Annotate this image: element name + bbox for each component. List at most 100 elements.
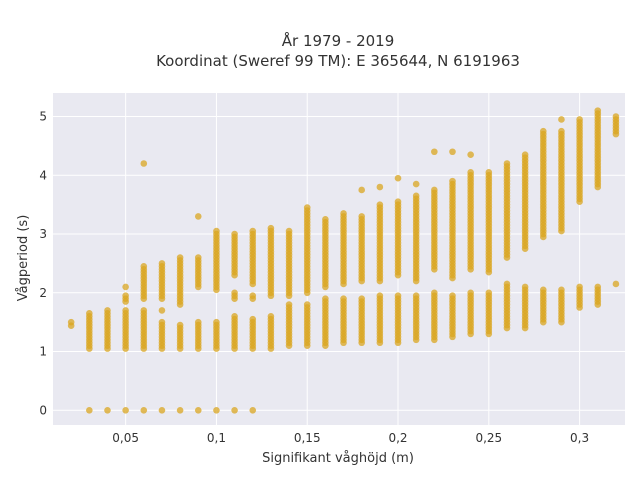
scatter-point bbox=[503, 160, 511, 167]
x-tick-label: 0,3 bbox=[570, 431, 589, 445]
scatter-point bbox=[231, 289, 238, 297]
scatter-point bbox=[412, 292, 420, 300]
scatter-point bbox=[449, 148, 456, 156]
scatter-point bbox=[558, 116, 565, 123]
scatter-point bbox=[340, 210, 347, 217]
scatter-point bbox=[340, 295, 347, 302]
y-tick-label: 0 bbox=[39, 403, 47, 417]
scatter-point bbox=[521, 151, 529, 158]
x-axis-title: Signifikant våghöjd (m) bbox=[262, 451, 414, 466]
data-points bbox=[67, 107, 620, 414]
scatter-point bbox=[285, 227, 293, 235]
scatter-point bbox=[485, 169, 493, 176]
scatter-point bbox=[86, 407, 93, 414]
scatter-point bbox=[249, 407, 257, 414]
y-tick-label: 3 bbox=[39, 227, 47, 241]
scatter-point bbox=[412, 192, 420, 200]
scatter-point bbox=[194, 254, 202, 261]
scatter-point bbox=[558, 286, 565, 294]
plot-area bbox=[53, 93, 625, 425]
scatter-point bbox=[176, 321, 184, 329]
scatter-point bbox=[376, 183, 384, 191]
scatter-point bbox=[358, 213, 366, 220]
scatter-point bbox=[158, 407, 166, 414]
scatter-point bbox=[303, 204, 311, 211]
scatter-point bbox=[122, 292, 129, 300]
scatter-point bbox=[576, 283, 583, 291]
chart-title-line-1: År 1979 - 2019 bbox=[282, 31, 395, 50]
scatter-point bbox=[86, 310, 93, 317]
scatter-point bbox=[176, 407, 184, 414]
scatter-point bbox=[140, 307, 148, 314]
scatter-point bbox=[394, 292, 402, 300]
x-tick-label: 0,15 bbox=[294, 431, 321, 445]
scatter-point bbox=[285, 301, 293, 308]
scatter-point bbox=[376, 292, 384, 300]
chart-title-line-2: Koordinat (Sweref 99 TM): E 365644, N 61… bbox=[156, 52, 520, 70]
y-tick-label: 5 bbox=[39, 110, 47, 124]
scatter-point bbox=[539, 127, 547, 135]
scatter-point bbox=[521, 283, 529, 291]
scatter-point bbox=[213, 318, 220, 326]
scatter-point bbox=[376, 201, 384, 208]
scatter-point bbox=[394, 198, 402, 206]
scatter-point bbox=[67, 318, 75, 326]
scatter-point bbox=[231, 312, 238, 320]
scatter-point bbox=[358, 295, 366, 302]
scatter-point bbox=[104, 407, 111, 414]
scatter-point bbox=[358, 186, 366, 194]
scatter-point bbox=[213, 407, 220, 414]
scatter-point bbox=[231, 230, 238, 238]
scatter-point bbox=[503, 280, 511, 288]
scatter-point bbox=[231, 407, 238, 414]
scatter-point bbox=[194, 407, 202, 414]
scatter-point bbox=[249, 292, 257, 300]
y-axis-title: Vågperiod (s) bbox=[16, 215, 31, 302]
scatter-point bbox=[612, 280, 620, 288]
scatter-point bbox=[594, 283, 602, 291]
scatter-point bbox=[612, 113, 620, 120]
scatter-point bbox=[267, 312, 275, 320]
scatter-point bbox=[412, 180, 420, 188]
scatter-point bbox=[467, 151, 474, 158]
scatter-point bbox=[467, 289, 474, 297]
scatter-point bbox=[467, 169, 474, 176]
scatter-point bbox=[394, 174, 402, 182]
scatter-point bbox=[322, 295, 329, 302]
scatter-point bbox=[194, 213, 202, 220]
scatter-point bbox=[140, 160, 148, 167]
x-tick-label: 0,05 bbox=[112, 431, 139, 445]
scatter-point bbox=[267, 224, 275, 232]
scatter-point bbox=[594, 107, 602, 114]
scatter-point bbox=[431, 186, 438, 194]
scatter-point bbox=[322, 216, 329, 223]
scatter-point bbox=[576, 116, 583, 123]
scatter-point bbox=[158, 260, 166, 267]
scatter-point bbox=[104, 307, 111, 314]
scatter-point bbox=[122, 407, 129, 414]
x-tick-label: 0,25 bbox=[475, 431, 502, 445]
scatter-point bbox=[539, 286, 547, 294]
scatter-point bbox=[140, 407, 148, 414]
scatter-point bbox=[485, 289, 493, 297]
scatter-point bbox=[449, 292, 456, 300]
scatter-point bbox=[158, 318, 166, 326]
scatter-point bbox=[431, 289, 438, 297]
x-tick-label: 0,1 bbox=[207, 431, 226, 445]
scatter-point bbox=[249, 315, 257, 323]
y-tick-label: 4 bbox=[39, 168, 47, 182]
y-axis-ticks: 0 1 2 3 4 5 bbox=[39, 110, 47, 418]
scatter-point bbox=[249, 227, 257, 235]
x-tick-label: 0,2 bbox=[388, 431, 407, 445]
y-tick-label: 2 bbox=[39, 286, 47, 300]
y-tick-label: 1 bbox=[39, 345, 47, 359]
x-axis-ticks: 0,05 0,1 0,15 0,2 0,25 0,3 bbox=[112, 431, 589, 445]
scatter-point bbox=[122, 283, 129, 291]
scatter-point bbox=[158, 307, 166, 314]
scatter-point bbox=[303, 301, 311, 308]
scatter-point bbox=[176, 254, 184, 261]
scatter-point bbox=[558, 127, 565, 135]
scatter-point bbox=[213, 227, 220, 235]
